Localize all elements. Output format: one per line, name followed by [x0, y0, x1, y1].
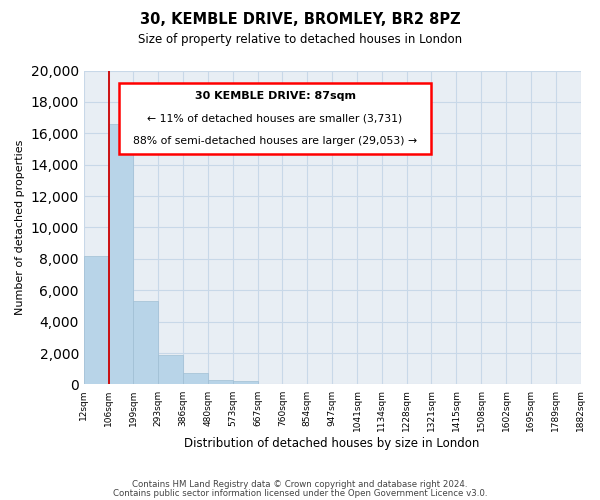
Bar [133, 302, 158, 384]
Text: 30 KEMBLE DRIVE: 87sqm: 30 KEMBLE DRIVE: 87sqm [194, 91, 356, 101]
Bar [183, 372, 208, 384]
Text: Contains HM Land Registry data © Crown copyright and database right 2024.: Contains HM Land Registry data © Crown c… [132, 480, 468, 489]
Y-axis label: Number of detached properties: Number of detached properties [15, 140, 25, 315]
Text: 88% of semi-detached houses are larger (29,053) →: 88% of semi-detached houses are larger (… [133, 136, 417, 146]
Bar [158, 356, 183, 384]
Bar [208, 380, 233, 384]
Text: 30, KEMBLE DRIVE, BROMLEY, BR2 8PZ: 30, KEMBLE DRIVE, BROMLEY, BR2 8PZ [140, 12, 460, 28]
Text: ← 11% of detached houses are smaller (3,731): ← 11% of detached houses are smaller (3,… [148, 114, 403, 124]
Bar [84, 256, 109, 384]
Text: Contains public sector information licensed under the Open Government Licence v3: Contains public sector information licen… [113, 489, 487, 498]
X-axis label: Distribution of detached houses by size in London: Distribution of detached houses by size … [184, 437, 480, 450]
FancyBboxPatch shape [119, 83, 431, 154]
Bar [109, 124, 133, 384]
Bar [233, 382, 257, 384]
Text: Size of property relative to detached houses in London: Size of property relative to detached ho… [138, 32, 462, 46]
